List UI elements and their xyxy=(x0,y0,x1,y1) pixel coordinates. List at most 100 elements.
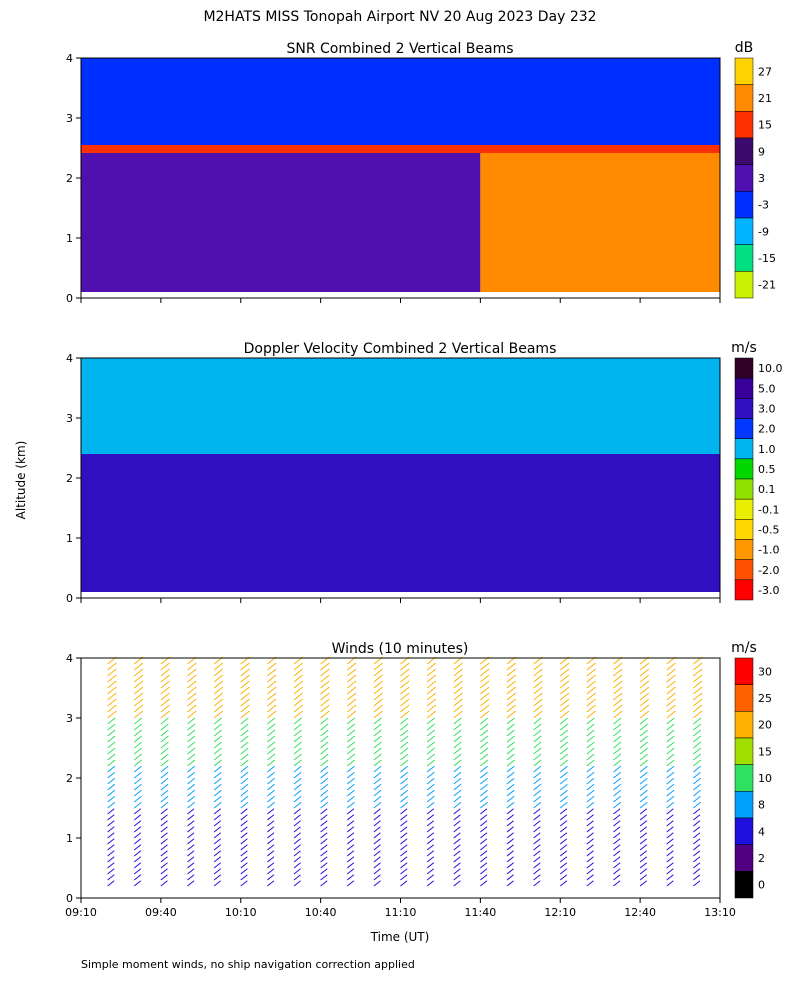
wind-barb xyxy=(107,789,116,797)
wind-barb xyxy=(613,759,622,767)
wind-barb xyxy=(160,789,169,797)
wind-barb xyxy=(613,820,621,827)
wind-barb xyxy=(613,880,621,887)
wind-barb xyxy=(453,686,463,695)
wind-barb xyxy=(666,808,674,815)
colorbar-swatch xyxy=(734,478,754,500)
wind-barb xyxy=(160,783,169,791)
wind-barb xyxy=(506,704,517,713)
wind-barb xyxy=(666,832,674,839)
wind-barb xyxy=(160,723,169,731)
wind-barb xyxy=(267,795,275,803)
wind-barb xyxy=(533,759,542,767)
wind-barb xyxy=(213,674,224,683)
wind-barb xyxy=(373,795,382,803)
wind-barb xyxy=(506,832,514,839)
wind-barb xyxy=(267,820,275,827)
wind-barb xyxy=(453,735,462,743)
wind-barb xyxy=(639,729,648,737)
wind-barb xyxy=(133,832,142,839)
wind-barb xyxy=(240,735,249,743)
wind-barb xyxy=(613,698,623,707)
wind-barb xyxy=(160,704,170,713)
colorbar-label: 0 xyxy=(758,879,765,892)
wind-barb xyxy=(426,717,435,725)
wind-barb xyxy=(187,874,195,881)
wind-barb xyxy=(160,747,169,755)
wind-barb xyxy=(586,674,596,683)
colorbar-swatch xyxy=(734,817,754,845)
wind-barb xyxy=(639,838,648,845)
wind-barb xyxy=(693,880,701,887)
wind-barb xyxy=(559,729,569,737)
wind-barb xyxy=(666,723,675,731)
wind-barb xyxy=(160,826,168,833)
wind-barb xyxy=(666,747,675,755)
wind-barb xyxy=(107,880,115,887)
wind-barb xyxy=(453,783,462,791)
wind-barb xyxy=(613,814,621,821)
wind-barb xyxy=(480,741,489,749)
wind-barb xyxy=(453,747,462,755)
y-tick-label: 0 xyxy=(66,892,73,905)
wind-barb xyxy=(506,862,514,869)
wind-barb xyxy=(187,662,197,671)
wind-barb xyxy=(426,668,437,677)
wind-barb xyxy=(693,704,703,713)
wind-barb xyxy=(426,759,435,767)
wind-barb xyxy=(213,704,224,713)
wind-barb xyxy=(613,704,623,713)
wind-barb xyxy=(107,741,116,749)
wind-barb xyxy=(559,723,569,731)
wind-barb xyxy=(267,826,275,833)
wind-barb xyxy=(267,680,277,689)
wind-barb xyxy=(453,704,463,713)
wind-barb xyxy=(613,862,621,869)
colorbar-swatch xyxy=(734,764,754,792)
wind-barb xyxy=(453,880,461,887)
wind-barb xyxy=(586,771,595,779)
wind-barb xyxy=(293,801,302,809)
wind-barb xyxy=(480,765,488,773)
wind-barb xyxy=(480,801,488,809)
wind-barb xyxy=(613,844,621,851)
wind-barb xyxy=(187,838,195,845)
wind-barb xyxy=(453,710,463,719)
y-tick-label: 3 xyxy=(66,112,73,125)
wind-barb xyxy=(400,723,409,731)
wind-barb xyxy=(426,850,435,857)
wind-barb xyxy=(400,698,410,707)
wind-barb xyxy=(320,753,329,761)
wind-barb xyxy=(586,826,594,833)
wind-barb xyxy=(160,710,170,719)
wind-barb xyxy=(346,814,355,821)
wind-barb xyxy=(133,662,144,671)
wind-barb xyxy=(639,826,648,833)
wind-barb xyxy=(400,814,408,821)
wind-barb xyxy=(666,741,675,749)
wind-barb xyxy=(533,680,543,689)
winds-unit-label: m/s xyxy=(731,640,757,656)
colorbar-label: 8 xyxy=(758,799,765,812)
wind-barb xyxy=(187,862,195,869)
wind-barb xyxy=(586,783,595,791)
wind-barb xyxy=(480,838,488,845)
wind-barb xyxy=(639,747,648,755)
wind-barb xyxy=(160,698,170,707)
y-axis-label: Altitude (km) xyxy=(14,441,28,520)
wind-barb xyxy=(453,844,461,851)
wind-barb xyxy=(453,820,461,827)
wind-barb xyxy=(160,686,170,695)
wind-barb xyxy=(639,698,650,707)
wind-barb xyxy=(693,832,701,839)
wind-barb xyxy=(240,850,248,857)
wind-barb xyxy=(639,662,650,671)
colorbar-swatch xyxy=(734,684,754,712)
wind-barb xyxy=(240,777,249,785)
wind-barb xyxy=(240,826,248,833)
wind-barb xyxy=(133,686,144,695)
wind-barb xyxy=(693,856,701,863)
wind-barb xyxy=(373,844,381,851)
wind-barb xyxy=(320,856,328,863)
wind-barb xyxy=(453,874,461,881)
